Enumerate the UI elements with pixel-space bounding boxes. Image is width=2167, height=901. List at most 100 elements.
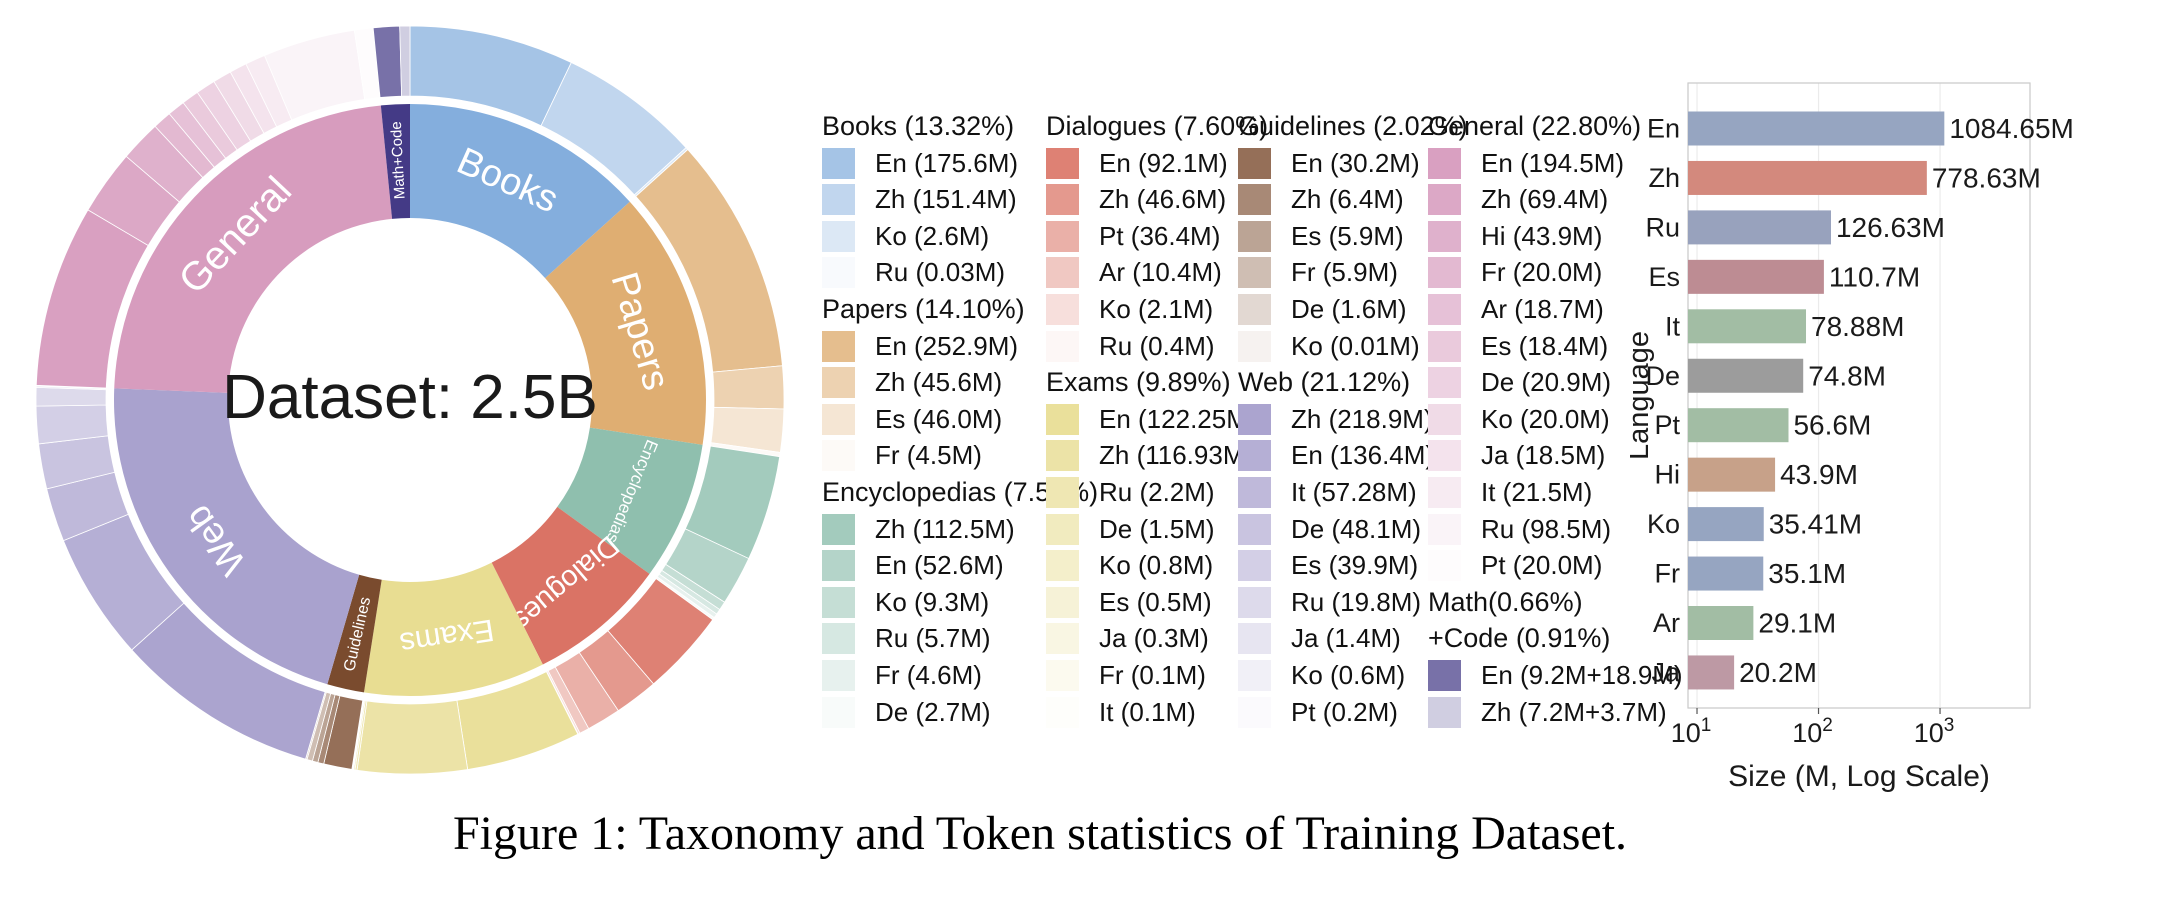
legend-entry-exams-7: Fr (0.1M) <box>1099 660 1206 690</box>
legend-color-swatch <box>1428 477 1461 508</box>
legend-entry-dialogues-5: Ru (0.4M) <box>1099 330 1215 361</box>
bar-it <box>1688 309 1807 344</box>
y-tick-label-hi: Hi <box>1655 460 1681 490</box>
y-tick-label-de: De <box>1645 361 1680 391</box>
legend-color-swatch <box>822 147 855 179</box>
legend-color-swatch <box>822 257 855 289</box>
bar-value-label-de: 74.8M <box>1808 360 1886 391</box>
legend-color-swatch <box>822 550 855 582</box>
legend-color-swatch <box>822 660 855 691</box>
legend-color-swatch <box>822 440 855 472</box>
legend-color-swatch <box>822 220 855 252</box>
legend-color-swatch <box>1238 294 1271 325</box>
legend-color-swatch <box>1238 184 1271 216</box>
y-axis-label: Language <box>1630 331 1655 460</box>
legend-entry-guidelines-0: En (30.2M) <box>1291 147 1420 178</box>
legend-color-swatch <box>1238 220 1271 252</box>
bar-value-label-fr: 35.1M <box>1768 558 1846 589</box>
legend-entry-papers-1: Zh (45.6M) <box>875 367 1003 398</box>
legend-color-swatch <box>1428 257 1461 289</box>
bar-value-label-ru: 126.63M <box>1836 212 1945 243</box>
legend-color-swatch <box>1428 220 1461 252</box>
legend-header-math+code: Math(0.66%) <box>1428 586 1583 617</box>
legend-color-swatch <box>822 513 855 545</box>
legend-color-swatch <box>1046 147 1079 179</box>
bar-es <box>1688 259 1824 294</box>
legend-color-swatch <box>1046 257 1079 289</box>
legend-header-guidelines: Guidelines (2.02%) <box>1238 111 1468 141</box>
sunburst-segment-encyclopedias <box>557 427 703 574</box>
legend-color-swatch <box>1428 660 1461 691</box>
bar-value-label-ko: 35.41M <box>1769 509 1862 540</box>
sunburst-chart: BooksPapersEncyclopediasDialoguesExamsGu… <box>35 25 785 775</box>
legend-entry-web-5: Ru (19.8M) <box>1291 586 1422 617</box>
legend-entry-general-9: It (21.5M) <box>1481 477 1593 507</box>
legend-color-swatch <box>1238 550 1271 582</box>
legend-color-swatch <box>822 623 855 655</box>
legend-entry-exams-4: Ko (0.8M) <box>1099 550 1214 581</box>
plot-border <box>1687 82 2031 709</box>
legend-color-swatch <box>822 586 855 618</box>
legend-entry-math+code-1: Zh (7.2M+3.7M) <box>1481 696 1667 727</box>
legend-entry-general-1: Zh (69.4M) <box>1481 184 1609 215</box>
legend-header-papers: Papers (14.10%) <box>822 294 1025 324</box>
legend-color-swatch <box>822 696 855 728</box>
legend-entry-encyclopedias-2: Ko (9.3M) <box>875 586 990 617</box>
legend-header-math+code: +Code (0.91%) <box>1428 623 1611 654</box>
y-tick-label-es: Es <box>1648 262 1680 292</box>
legend-color-swatch <box>1428 294 1461 325</box>
legend-entry-books-0: En (175.6M) <box>875 147 1019 178</box>
legend-entry-exams-2: Ru (2.2M) <box>1099 477 1215 507</box>
legend-entry-encyclopedias-3: Ru (5.7M) <box>875 623 991 654</box>
sunburst-segment-math+code <box>380 104 410 219</box>
legend-entry-web-7: Ko (0.6M) <box>1291 660 1406 690</box>
legend-color-swatch <box>1046 660 1079 691</box>
bar-ko <box>1688 507 1764 542</box>
legend-color-swatch <box>1428 330 1461 362</box>
legend-color-swatch <box>1238 513 1271 545</box>
legend-entry-books-1: Zh (151.4M) <box>875 184 1017 215</box>
y-tick-label-pt: Pt <box>1654 410 1680 440</box>
legend-entry-exams-0: En (122.25M) <box>1099 403 1257 434</box>
y-tick-label-it: It <box>1665 311 1681 341</box>
legend-color-swatch <box>822 367 855 399</box>
bar-value-label-hi: 43.9M <box>1780 459 1858 490</box>
legend-color-swatch <box>1046 330 1079 362</box>
x-tick-label-0: 101 <box>1671 715 1712 748</box>
x-tick-label-1: 102 <box>1792 715 1833 748</box>
legend-entry-general-2: Hi (43.9M) <box>1481 220 1603 251</box>
legend-color-swatch <box>1428 513 1461 545</box>
legend-entry-general-0: En (194.5M) <box>1481 147 1625 178</box>
legend-entry-books-3: Ru (0.03M) <box>875 257 1006 288</box>
legend-entry-guidelines-2: Es (5.9M) <box>1291 220 1404 251</box>
bar-pt <box>1688 408 1789 443</box>
legend-color-swatch <box>1046 623 1079 655</box>
y-tick-label-ko: Ko <box>1647 509 1680 539</box>
bar-value-label-ja: 20.2M <box>1739 657 1817 688</box>
legend-color-swatch <box>1046 440 1079 472</box>
legend-color-swatch <box>822 330 855 362</box>
legend-entry-general-7: Ko (20.0M) <box>1481 403 1610 434</box>
bar-ja <box>1688 655 1735 690</box>
legend-entry-web-8: Pt (0.2M) <box>1291 696 1398 727</box>
donut-center-label: Dataset: 2.5B <box>222 363 598 432</box>
legend-color-swatch <box>1428 696 1461 728</box>
bar-zh <box>1688 160 1927 195</box>
legend-color-swatch <box>1238 696 1271 728</box>
bar-ar <box>1688 606 1754 640</box>
legend-entry-web-0: Zh (218.9M) <box>1291 403 1433 434</box>
y-tick-label-ar: Ar <box>1653 608 1680 638</box>
sunburst-segment-guidelines <box>327 574 382 693</box>
bar-fr <box>1688 556 1764 591</box>
legend-entry-guidelines-3: Fr (5.9M) <box>1291 257 1398 288</box>
y-tick-label-ja: Ja <box>1651 657 1681 687</box>
sunburst-segment-exams <box>363 562 543 697</box>
legend-header-general: General (22.80%) <box>1428 111 1642 141</box>
legend-entry-exams-5: Es (0.5M) <box>1099 586 1212 617</box>
legend-entry-general-8: Ja (18.5M) <box>1481 440 1606 471</box>
y-tick-label-en: En <box>1647 114 1680 144</box>
sunburst-segment-books <box>410 104 630 279</box>
sunburst-segment-dialogues <box>491 506 650 665</box>
bar-value-label-zh: 778.63M <box>1932 162 2041 193</box>
legend-entry-web-3: De (48.1M) <box>1291 513 1422 544</box>
